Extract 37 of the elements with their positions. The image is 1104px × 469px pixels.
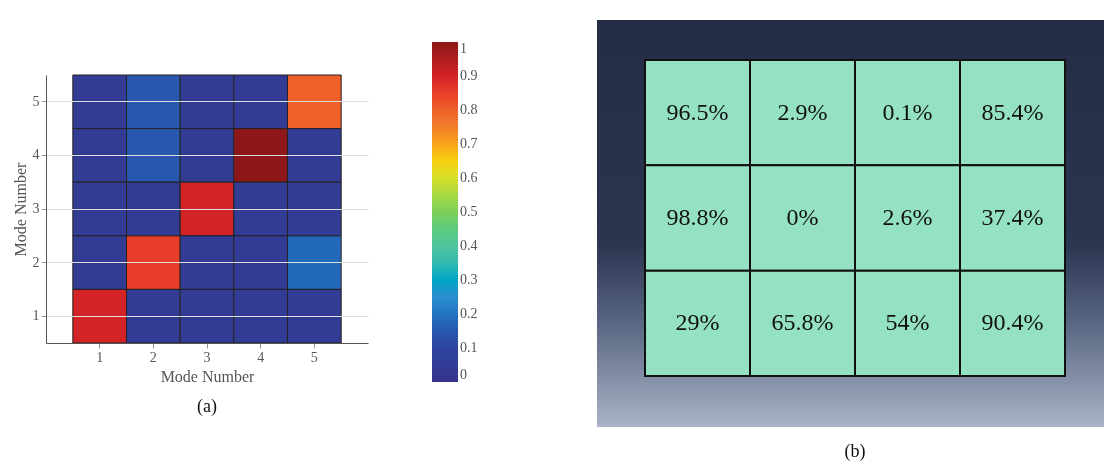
y-tick-label: 4 <box>32 147 40 163</box>
color-bar-label: 0.9 <box>460 68 478 83</box>
data-label: 0.1% <box>882 98 933 125</box>
data-label: 98.8% <box>666 204 729 230</box>
y-axis-title: Mode Number <box>11 161 29 257</box>
data-label: 2.9% <box>777 98 828 125</box>
data-label: 65.8% <box>771 309 834 336</box>
color-bar-label: 0.1 <box>460 340 478 355</box>
text: (b) <box>844 441 866 462</box>
x-tick-label: 2 <box>149 349 157 365</box>
x-axis-title: Mode Number <box>160 367 256 385</box>
y-tick-label: 3 <box>32 201 40 216</box>
y-tick-label: 5 <box>32 93 40 109</box>
data-label: 37.4% <box>981 204 1044 230</box>
color-bar-label: 0.8 <box>460 102 478 117</box>
data-label: 0% <box>786 204 819 230</box>
color-bar-label: 0.5 <box>460 204 478 219</box>
data-label: 96.5% <box>666 98 729 125</box>
x-tick-label: 5 <box>310 349 318 365</box>
data-label: 85.4% <box>981 98 1044 125</box>
data-label: 29% <box>675 309 720 336</box>
color-bar-label: 0.3 <box>460 272 478 287</box>
color-bar-label: 0.7 <box>460 136 478 151</box>
y-tick-label: 1 <box>32 308 40 324</box>
y-tick-label: 2 <box>32 254 40 270</box>
text: (a) <box>197 396 217 417</box>
color-bar-label: 0.4 <box>460 238 478 253</box>
x-tick-label: 3 <box>203 349 211 365</box>
data-label: 54% <box>885 309 930 336</box>
data-label: 90.4% <box>981 309 1044 336</box>
color-bar-label: 0 <box>460 367 467 382</box>
color-bar-label: 0.6 <box>460 170 478 185</box>
x-tick-label: 4 <box>257 349 265 365</box>
color-bar-label: 0.2 <box>460 306 478 321</box>
x-tick-label: 1 <box>96 349 104 365</box>
data-label: 2.6% <box>882 204 933 230</box>
color-bar-label: 1 <box>460 41 467 56</box>
